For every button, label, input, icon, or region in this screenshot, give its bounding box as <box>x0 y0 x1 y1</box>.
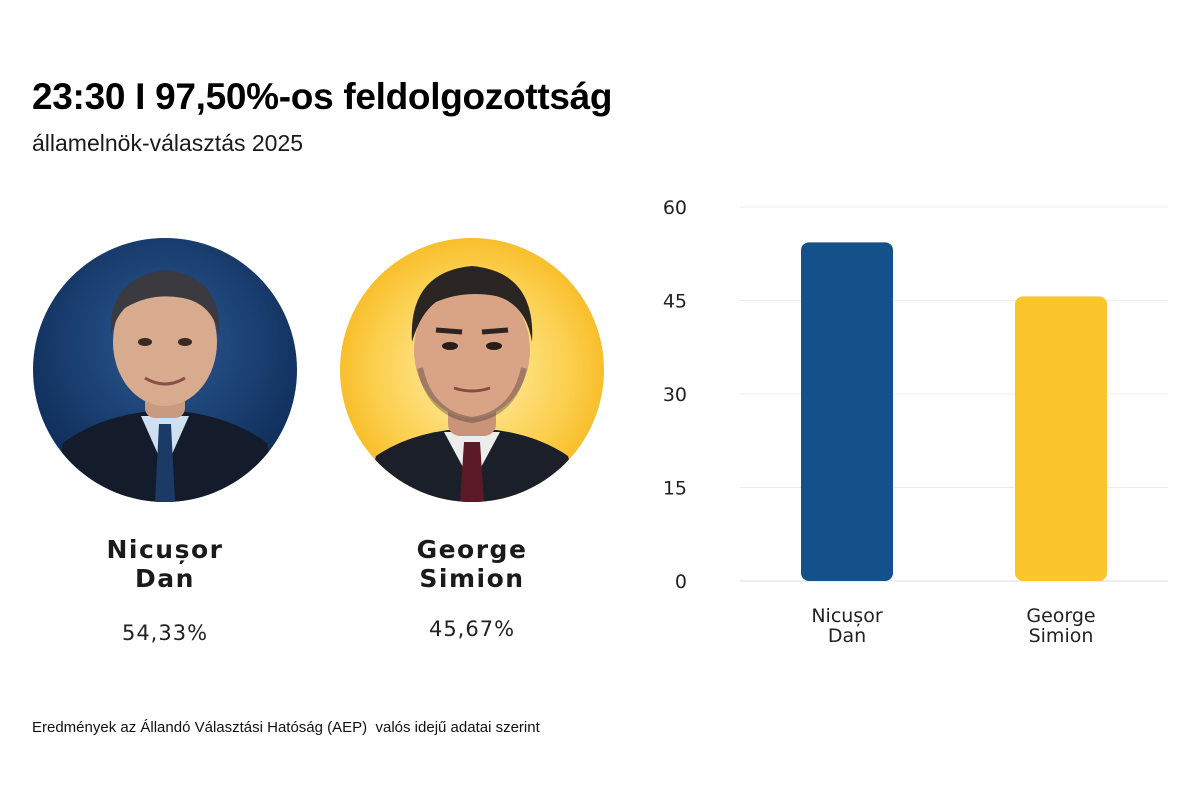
results-bar-chart: 0 15 30 45 60 Nicușor Dan George Simion <box>663 197 1168 647</box>
left-eye <box>442 342 458 350</box>
right-brow <box>481 327 509 335</box>
right-eye <box>178 338 192 346</box>
face <box>414 282 530 418</box>
candidate-percent-simion: 45,67% <box>428 617 516 641</box>
page-title: 23:30 I 97,50%-os feldolgozottság <box>32 76 613 117</box>
y-tick-label: 30 <box>663 384 687 406</box>
y-tick-label: 15 <box>663 478 687 500</box>
left-eye <box>138 338 152 346</box>
bar <box>801 242 893 581</box>
candidate-portrait-dan <box>33 238 297 502</box>
left-brow <box>435 327 463 335</box>
candidate-last-name: Simion <box>419 564 525 593</box>
tie <box>460 442 484 502</box>
candidate-first-name: Nicușor <box>106 535 224 564</box>
mouth <box>453 386 491 393</box>
mouth <box>144 376 186 386</box>
y-tick-label: 0 <box>675 571 687 593</box>
candidate-percent-dan: 54,33% <box>121 621 209 645</box>
page-subtitle: államelnök-választás 2025 <box>32 130 304 156</box>
hair <box>411 266 533 342</box>
stubble <box>417 367 527 424</box>
x-tick-label: Nicușor Dan <box>811 605 883 647</box>
tie <box>155 424 175 502</box>
y-tick-label: 60 <box>663 197 687 219</box>
candidate-last-name: Dan <box>135 564 195 593</box>
y-tick-label: 45 <box>663 291 687 313</box>
candidate-name-dan: Nicușor Dan <box>33 535 297 593</box>
x-tick-label: George Simion <box>1026 605 1095 647</box>
right-eye <box>486 342 502 350</box>
source-note: Eredmények az Állandó Választási Hatóság… <box>32 719 540 736</box>
candidate-name-simion: George Simion <box>340 535 604 593</box>
candidate-first-name: George <box>416 535 528 564</box>
bar <box>1015 296 1107 581</box>
candidate-portrait-simion <box>340 238 604 502</box>
face <box>113 278 217 406</box>
hair <box>110 270 220 336</box>
